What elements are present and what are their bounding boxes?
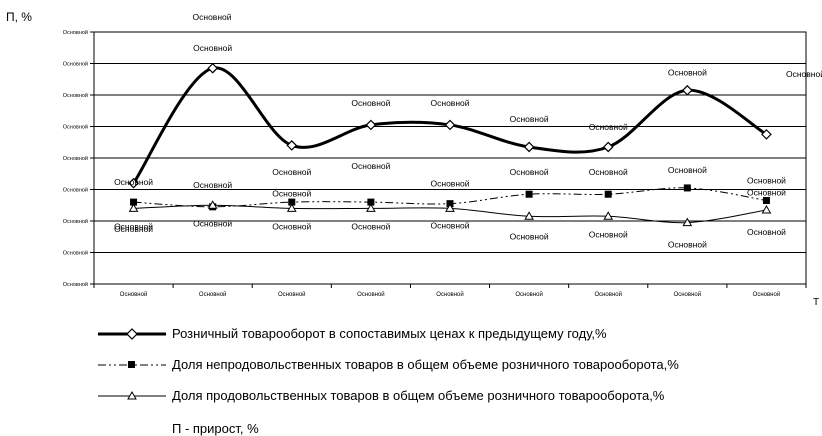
y-tick-label: Основной bbox=[63, 187, 88, 194]
legend-marker-diamond-line bbox=[98, 328, 166, 340]
data-label: Основной bbox=[193, 218, 232, 228]
x-tick-label: Основной bbox=[594, 291, 622, 298]
data-point-marker bbox=[207, 62, 219, 74]
data-label: Основной bbox=[272, 188, 311, 198]
legend-label: Доля непродовольственных товаров в общем… bbox=[172, 357, 679, 372]
x-tick-label: Основной bbox=[753, 291, 781, 298]
data-point-marker bbox=[603, 211, 614, 220]
legend-label: Розничный товарооборот в сопоставимых це… bbox=[172, 326, 607, 341]
x-tick-label: Основной bbox=[120, 291, 148, 298]
data-label: Основной bbox=[747, 176, 786, 186]
data-label: Основной bbox=[193, 43, 232, 53]
data-label: Основной bbox=[272, 221, 311, 231]
data-point-marker bbox=[682, 217, 693, 227]
data-point-marker bbox=[130, 198, 138, 206]
data-label: Основной bbox=[431, 179, 470, 189]
data-label: Основной bbox=[114, 224, 153, 234]
y-tick-label: Основной bbox=[63, 250, 88, 257]
data-label: Основной bbox=[510, 167, 549, 177]
line-chart: Основной Основной Основной Основной Основной… bbox=[6, 10, 822, 308]
data-point-marker bbox=[445, 203, 455, 212]
data-label: Основной bbox=[351, 98, 390, 108]
legend-marker-triangle-line bbox=[98, 390, 166, 400]
chart-right-label: Основной bbox=[786, 69, 822, 79]
data-point-marker bbox=[365, 119, 377, 131]
data-label: Основной bbox=[431, 98, 470, 108]
y-tick-label: Основной bbox=[63, 124, 88, 131]
data-label: Основной bbox=[114, 221, 153, 231]
y-tick-label: Основной bbox=[63, 61, 88, 68]
legend-entry-retail-turnover: Розничный товарооборот в сопоставимых це… bbox=[96, 322, 816, 348]
data-label: Основной bbox=[510, 114, 549, 124]
legend-marker-square-dashdot bbox=[98, 361, 166, 368]
data-label: Основной bbox=[589, 229, 628, 239]
legend-entry-food-share: Доля продовольственных товаров в общем о… bbox=[96, 384, 816, 410]
data-label: Основной bbox=[351, 221, 390, 231]
data-label: Основной bbox=[114, 177, 153, 187]
data-point-marker bbox=[207, 200, 218, 209]
data-label: Основной bbox=[589, 122, 628, 132]
data-point-marker bbox=[602, 141, 614, 153]
legend-label: Доля продовольственных товаров в общем о… bbox=[172, 388, 665, 403]
data-label: Основной bbox=[668, 67, 707, 77]
y-axis-title: П, % bbox=[6, 10, 32, 24]
data-point-marker bbox=[286, 203, 297, 212]
x-tick-label: Основной bbox=[436, 291, 464, 298]
data-label: Основной bbox=[193, 180, 232, 190]
data-point-marker bbox=[604, 190, 612, 198]
footnote: П - прирост, % bbox=[172, 421, 259, 436]
data-point-marker bbox=[444, 119, 456, 131]
data-point-marker bbox=[761, 204, 772, 214]
data-label: Основной bbox=[747, 187, 786, 197]
data-label: Основной bbox=[351, 161, 390, 171]
data-point-marker bbox=[288, 198, 296, 206]
y-tick-label: Основной bbox=[63, 92, 88, 99]
data-label: Основной bbox=[589, 167, 628, 177]
data-point-marker bbox=[367, 198, 375, 206]
chart-top-label: Основной bbox=[193, 12, 232, 22]
data-point-marker bbox=[523, 141, 535, 153]
data-point-marker bbox=[366, 203, 376, 212]
x-axis-title: T bbox=[813, 297, 819, 308]
data-label: Основной bbox=[668, 240, 707, 250]
x-tick-label: Основной bbox=[357, 291, 385, 298]
y-tick-label: Основной bbox=[63, 281, 88, 288]
data-point-marker bbox=[761, 129, 772, 140]
x-tick-label: Основной bbox=[674, 291, 702, 298]
y-tick-label: Основной bbox=[63, 218, 88, 225]
data-label: Основной bbox=[272, 167, 311, 177]
data-point-marker bbox=[524, 211, 534, 220]
data-point-marker bbox=[681, 84, 693, 96]
data-point-marker bbox=[762, 197, 770, 205]
x-tick-label: Основной bbox=[515, 291, 543, 298]
data-label: Основной bbox=[747, 227, 786, 237]
data-label: Основной bbox=[510, 231, 549, 241]
data-point-marker bbox=[128, 177, 139, 189]
data-point-marker bbox=[683, 184, 691, 192]
data-point-marker bbox=[128, 203, 139, 212]
y-tick-label: Основной bbox=[63, 155, 88, 162]
x-tick-label: Основной bbox=[199, 291, 227, 298]
x-tick-label: Основной bbox=[278, 291, 306, 298]
data-label: Основной bbox=[431, 220, 470, 230]
data-label: Основной bbox=[668, 165, 707, 175]
data-point-marker bbox=[286, 140, 298, 151]
data-point-marker bbox=[525, 190, 533, 198]
legend-entry-nonfood-share: Доля непродовольственных товаров в общем… bbox=[96, 353, 816, 379]
y-tick-label: Основной bbox=[63, 29, 88, 36]
